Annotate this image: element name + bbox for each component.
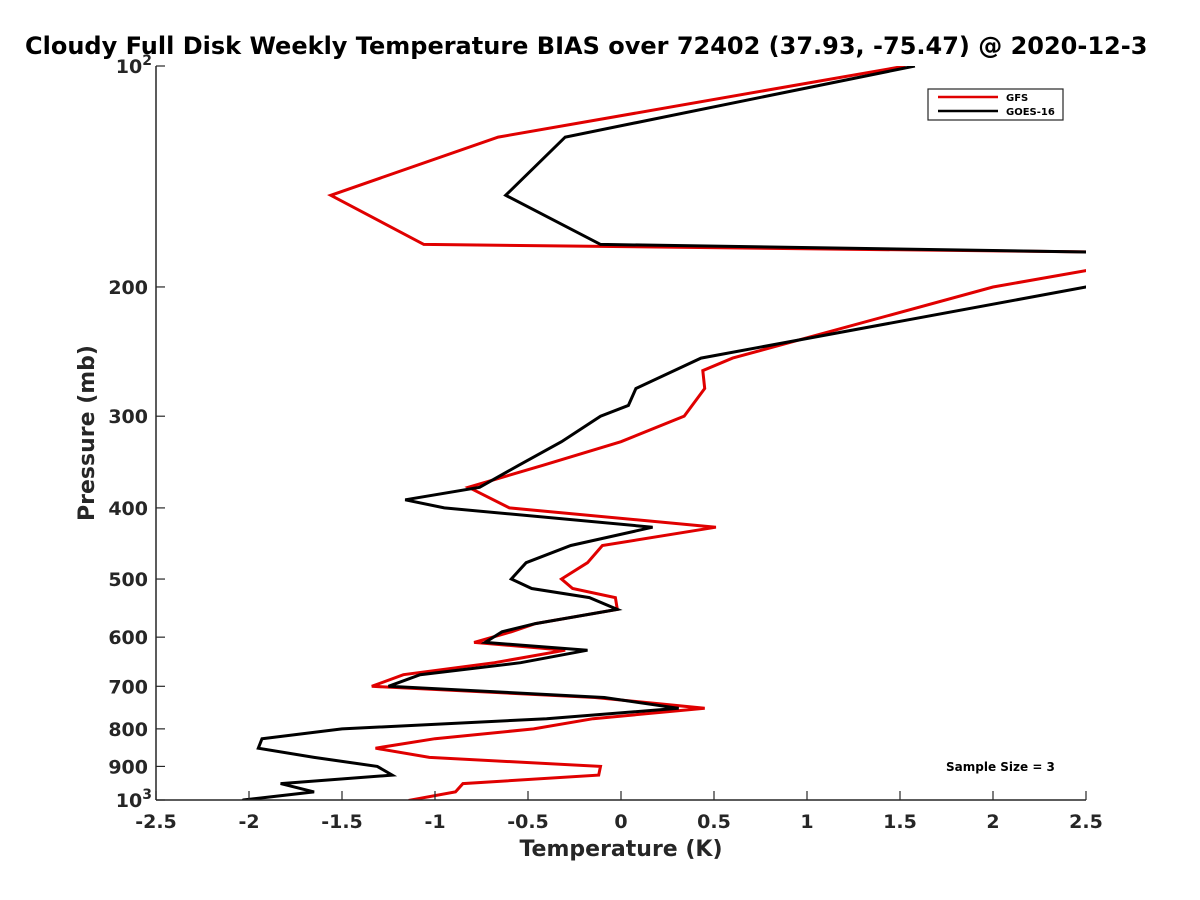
chart-title: Cloudy Full Disk Weekly Temperature BIAS… xyxy=(25,32,1147,60)
plot-area xyxy=(156,66,1086,800)
series-layer xyxy=(241,66,1086,800)
y-tick-label: 102 xyxy=(116,53,152,78)
y-tick-label: 900 xyxy=(108,756,148,778)
x-tick-label: -2.5 xyxy=(135,811,177,833)
x-axis-label: Temperature (K) xyxy=(519,837,722,862)
y-tick-label: 700 xyxy=(108,676,148,698)
y-tick-label: 500 xyxy=(108,569,148,591)
y-tick-label: 300 xyxy=(108,406,148,428)
x-tick-label: -1 xyxy=(424,811,445,833)
legend-box xyxy=(927,88,1064,121)
y-axis-label: Pressure (mb) xyxy=(75,345,100,521)
sample-size-annotation: Sample Size = 3 xyxy=(946,760,1055,774)
x-tick-label: 2 xyxy=(986,811,999,833)
y-tick-label: 600 xyxy=(108,627,148,649)
x-tick-label: 2.5 xyxy=(1069,811,1103,833)
x-tick-label: -1.5 xyxy=(321,811,363,833)
x-ticks: -2.5 -2 -1.5 -1 -0.5 0 0.5 1 1.5 2 2.5 xyxy=(135,791,1103,833)
y-tick-label: 400 xyxy=(108,498,148,520)
y-tick-label: 800 xyxy=(108,719,148,741)
y-tick-label: 200 xyxy=(108,277,148,299)
x-tick-label: 0.5 xyxy=(697,811,731,833)
x-tick-label: -2 xyxy=(238,811,259,833)
x-tick-label: -0.5 xyxy=(507,811,549,833)
x-tick-label: 1 xyxy=(800,811,813,833)
y-ticks: 102 200 300 400 500 600 700 800 900 103 xyxy=(108,53,165,812)
legend-label-goes16: GOES-16 xyxy=(1006,107,1055,118)
legend-label-gfs: GFS xyxy=(1006,93,1028,104)
series-line-goes16 xyxy=(241,66,1086,800)
x-tick-label: 1.5 xyxy=(883,811,917,833)
y-tick-label: 103 xyxy=(116,787,152,812)
x-tick-label: 0 xyxy=(614,811,627,833)
legend: GFS GOES-16 xyxy=(927,88,1064,121)
